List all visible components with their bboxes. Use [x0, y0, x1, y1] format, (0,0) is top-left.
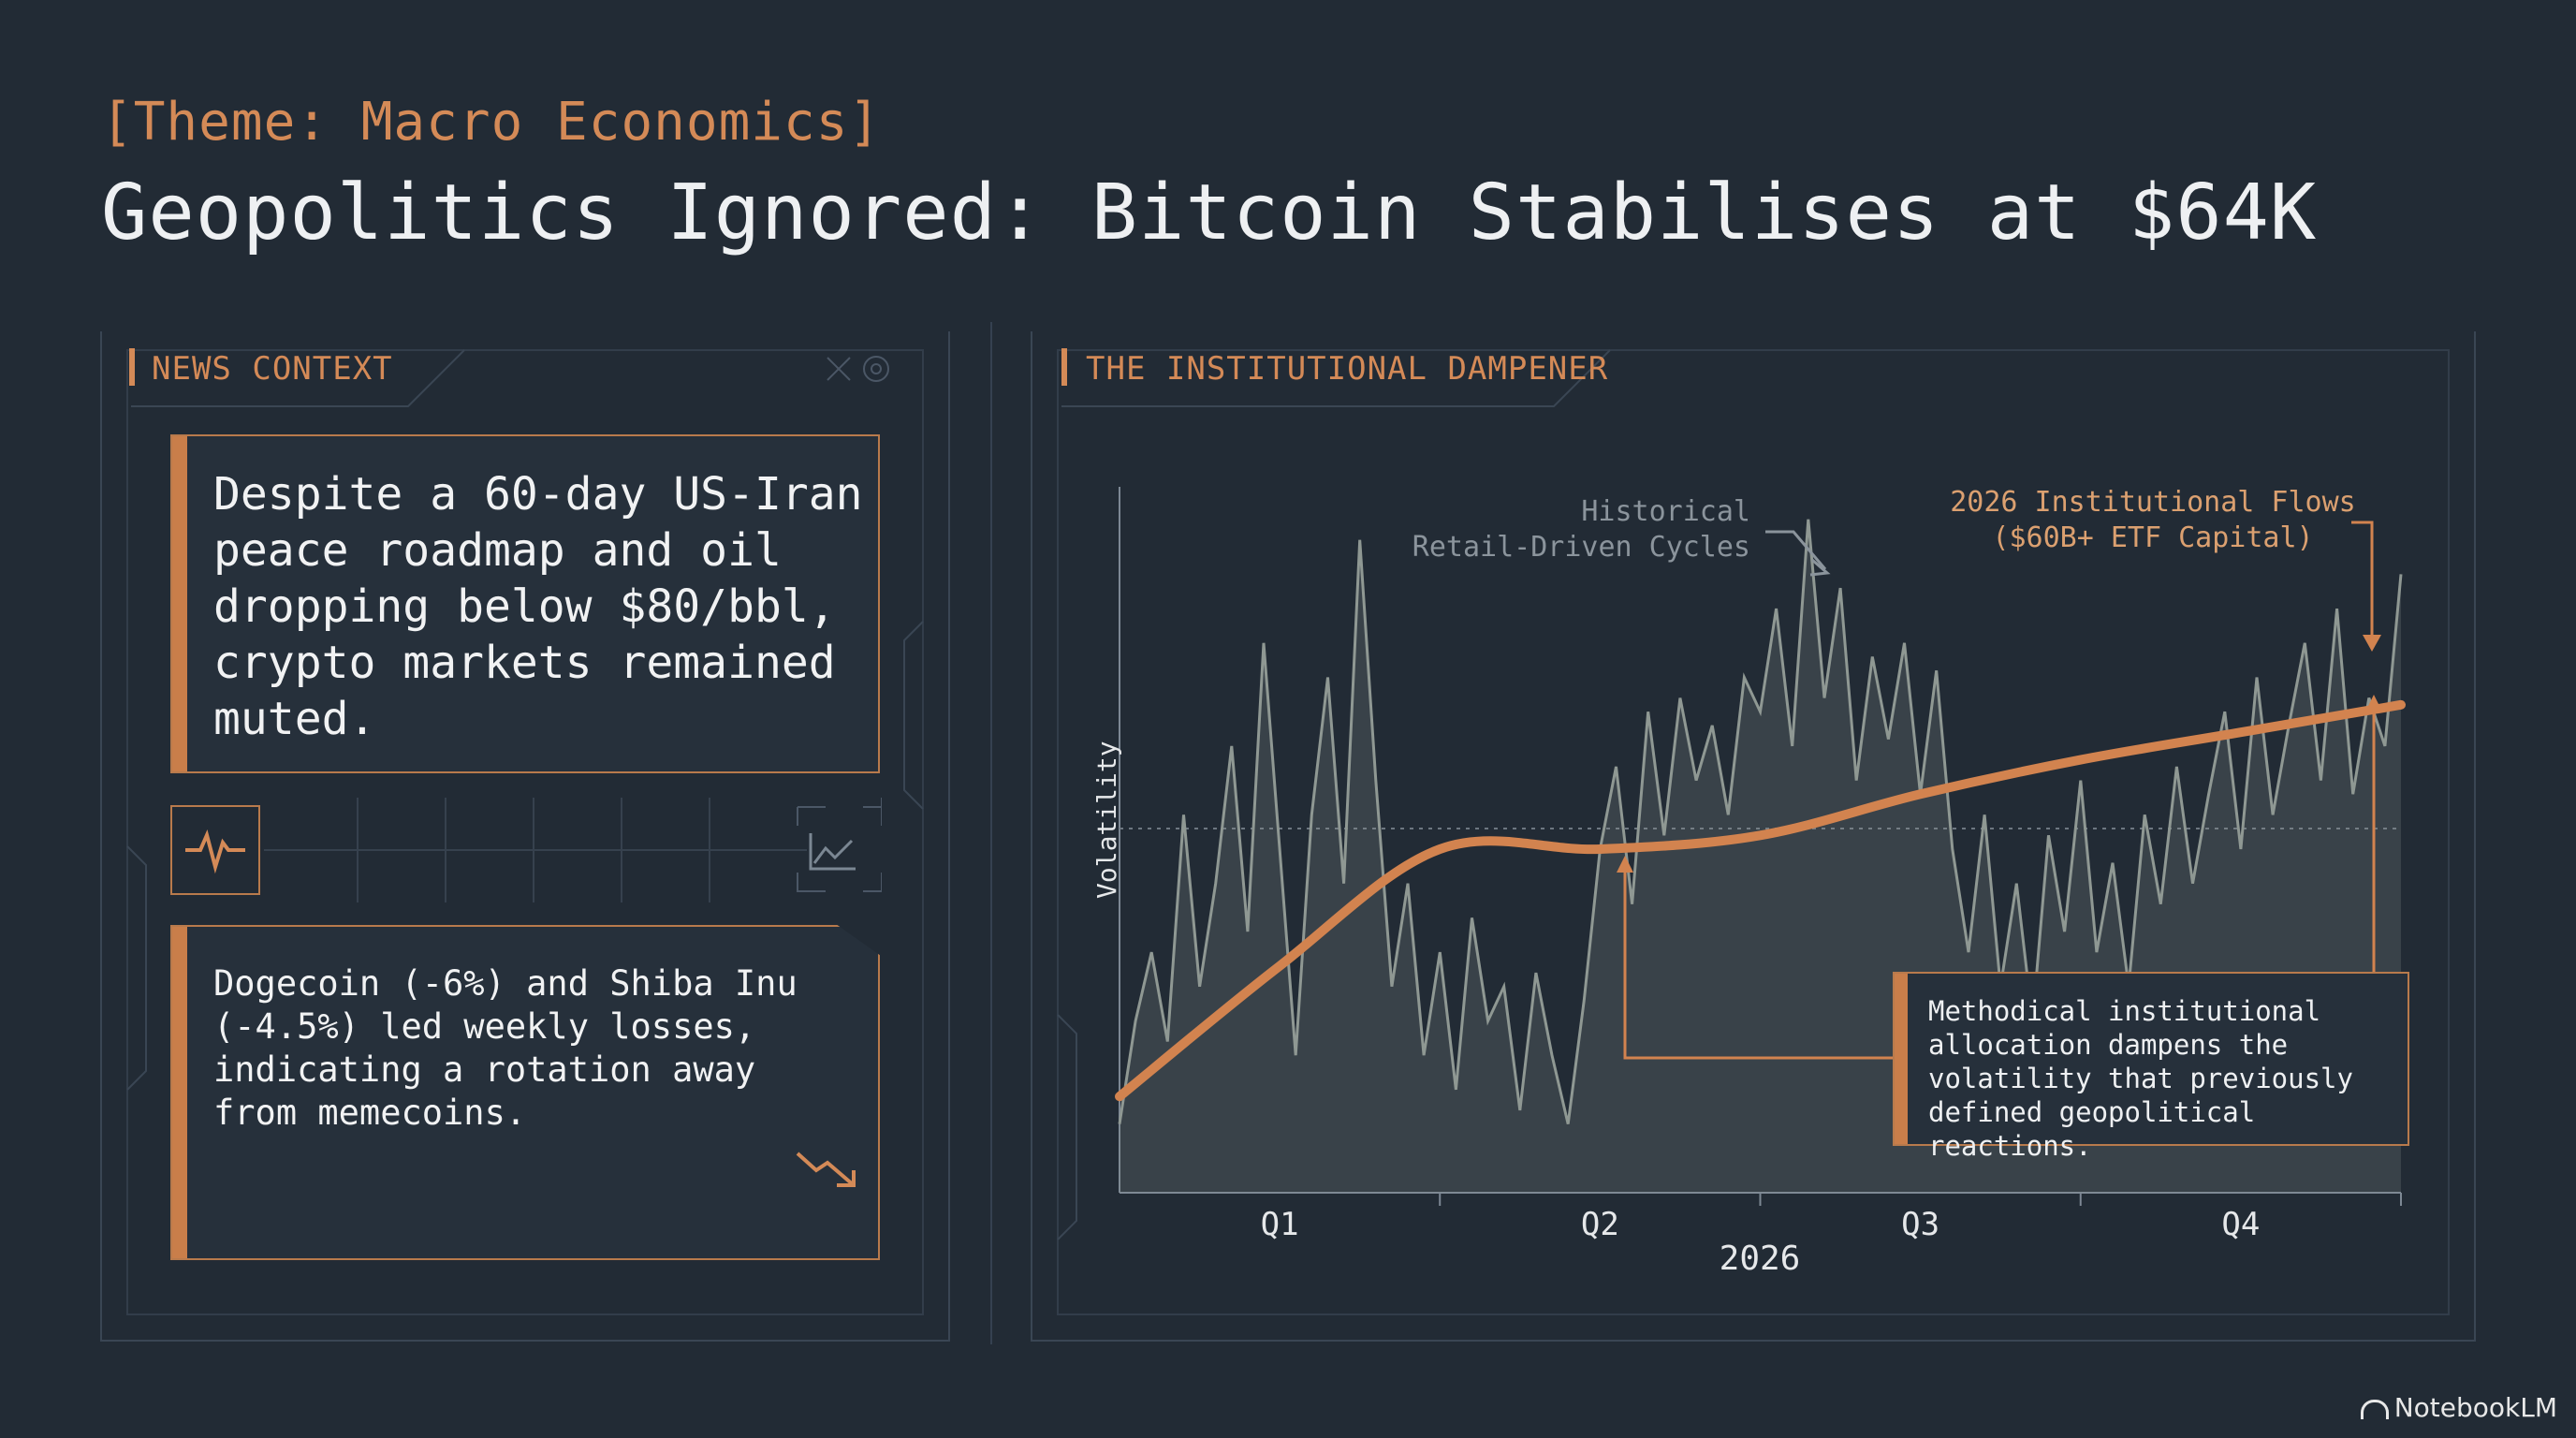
news-panel-heading: NEWS CONTEXT — [152, 350, 393, 388]
news-context-panel: NEWS CONTEXT Despite a 60-day US-Iran pe… — [99, 322, 951, 1344]
institutional-flows-line — [1115, 699, 2406, 1102]
retail-cycles-annotation: Historical Retail-Driven Cycles — [1412, 495, 1750, 564]
chart-panel-heading: THE INSTITUTIONAL DAMPENER — [1086, 350, 1609, 388]
institutional-flows-annotation: 2026 Institutional Flows ($60B+ ETF Capi… — [1950, 486, 2356, 554]
institutional-dampener-panel: THE INSTITUTIONAL DAMPENER — [1030, 322, 2477, 1344]
callout-connector-q2 — [1623, 861, 1893, 1060]
x-axis-title: 2026 — [1719, 1240, 1801, 1278]
chart-panel-frame — [1031, 331, 2476, 1342]
x-tick-label-q1: Q1 — [1260, 1206, 1299, 1243]
dampening-callout: Methodical institutional allocation damp… — [1893, 972, 2409, 1162]
news-panel-frame — [100, 331, 950, 1342]
news-card-secondary-text: Dogecoin (-6%) and Shiba Inu (-4.5%) led… — [213, 963, 819, 1133]
news-card-primary-text: Despite a 60-day US-Iran peace roadmap a… — [213, 468, 890, 745]
news-card-secondary: Dogecoin (-6%) and Shiba Inu (-4.5%) led… — [170, 925, 880, 1260]
x-tick-label-q4: Q4 — [2221, 1206, 2261, 1243]
callout-connector-q4-arrowhead — [2365, 695, 2382, 712]
callout-connector-q2-arrowhead — [1617, 856, 1633, 873]
brand-label: NotebookLM — [2393, 1392, 2557, 1423]
line-chart-icon — [805, 828, 861, 874]
trend-down-icon — [796, 1152, 856, 1187]
y-axis-label: Volatility — [1091, 741, 1122, 899]
retail-annotation-arrow — [1765, 530, 1827, 570]
x-tick-label-q2: Q2 — [1580, 1206, 1619, 1243]
dampening-callout-text: Methodical institutional allocation damp… — [1928, 995, 2370, 1162]
news-card-primary: Despite a 60-day US-Iran peace roadmap a… — [170, 434, 880, 773]
theme-label: [Theme: Macro Economics] — [101, 92, 882, 153]
notebooklm-icon — [2360, 1399, 2389, 1419]
institutional-annotation-arrowhead — [2363, 635, 2381, 652]
x-tick-label-q3: Q3 — [1901, 1206, 1940, 1243]
heartbeat-icon — [170, 805, 260, 895]
institutional-annotation-arrow — [2351, 521, 2374, 646]
settings-icon — [827, 356, 889, 382]
panel-divider — [990, 322, 992, 1344]
notebooklm-logo: NotebookLM — [2360, 1392, 2557, 1423]
signal-strip — [264, 798, 882, 902]
page-title: Geopolitics Ignored: Bitcoin Stabilises … — [101, 169, 2318, 257]
retail-annotation-arrowhead — [1809, 558, 1831, 577]
retail-cycles-line — [1118, 519, 2403, 1124]
